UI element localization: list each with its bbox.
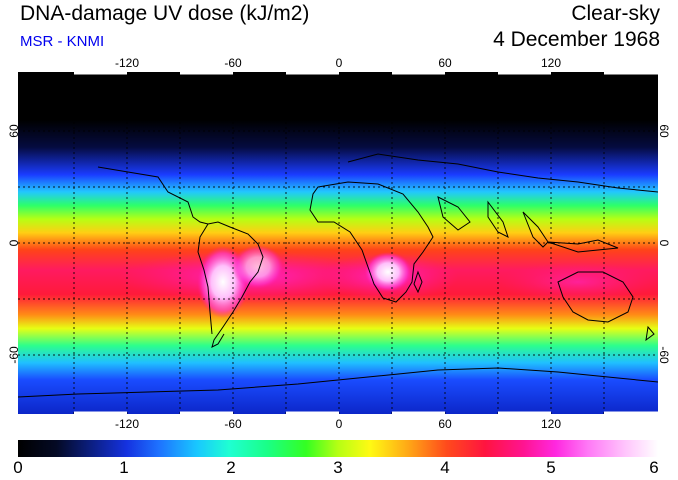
lat-tick-right: -60 [657, 346, 671, 364]
lon-tick-bottom: -120 [114, 417, 140, 431]
colorbar-label: 1 [119, 458, 129, 477]
colorbar-label: 0 [13, 458, 23, 477]
uv-dose-map [18, 72, 658, 414]
colorbar-label: 4 [440, 458, 450, 477]
map-title: DNA-damage UV dose (kJ/m2) [20, 2, 310, 25]
lat-tick-right: 0 [657, 239, 671, 247]
lon-tick-bottom: 120 [540, 417, 562, 431]
lon-tick-top: -120 [114, 56, 140, 70]
uv-dose-map-canvas [18, 72, 658, 414]
colorbar-label: 3 [333, 458, 343, 477]
lon-tick-top: 60 [438, 56, 452, 70]
source-label: MSR - KNMI [20, 33, 105, 50]
lon-tick-top: 0 [335, 56, 343, 70]
sky-condition-label: Clear-sky [571, 2, 660, 25]
date-label: 4 December 1968 [493, 28, 660, 51]
colorbar-label: 5 [546, 458, 556, 477]
colorbar-label: 2 [226, 458, 236, 477]
lon-tick-bottom: 60 [438, 417, 452, 431]
lon-tick-top: -60 [224, 56, 242, 70]
lon-tick-bottom: -60 [224, 417, 242, 431]
lon-tick-bottom: 0 [335, 417, 343, 431]
lat-tick-right: 60 [657, 124, 671, 138]
colorbar-label: 6 [649, 458, 659, 477]
lon-tick-top: 120 [540, 56, 562, 70]
colorbar [18, 440, 658, 457]
